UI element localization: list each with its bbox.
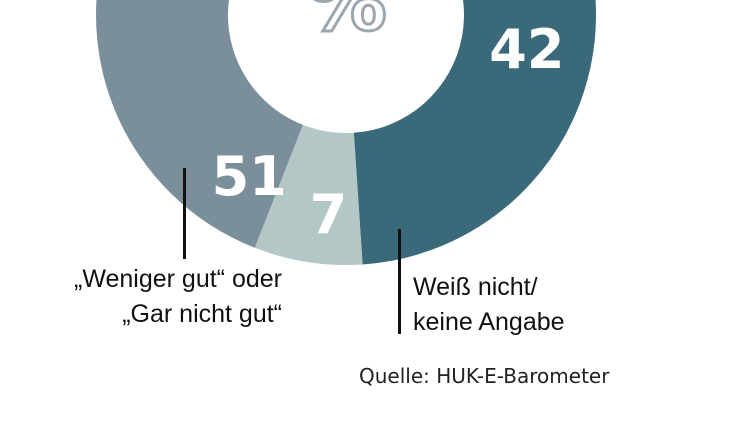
source-note: Quelle: HUK-E-Barometer [359,364,610,388]
callout-right-line-1: Weiß nicht/ [413,273,538,301]
donut-segment-1 [254,124,363,266]
segment-value-label-2: 51 [212,145,287,208]
segment-value-label-0: 42 [489,18,564,81]
leader-line-left [183,168,186,259]
leader-line-right [398,229,401,334]
callout-weniger-gut: „Weniger gut“ oder „Gar nicht gut“ [74,262,282,332]
callout-left-line-2: „Gar nicht gut“ [122,300,282,328]
donut-segment-2 [96,0,303,248]
callout-left-line-1: „Weniger gut“ oder [74,265,282,293]
segment-value-label-1: 7 [310,183,348,246]
percent-symbol: % [305,0,387,50]
callout-weiss-nicht: Weiß nicht/ keine Angabe [413,270,565,340]
donut-segment-0 [353,0,596,265]
callout-right-line-2: keine Angabe [413,308,565,336]
